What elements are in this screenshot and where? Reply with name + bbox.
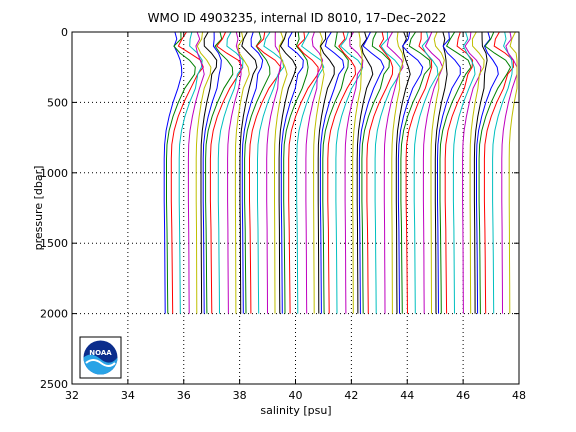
y-tick-label: 1000 xyxy=(40,167,68,180)
profile-line xyxy=(319,31,345,314)
profile-line xyxy=(327,31,357,314)
y-tick-label: 2000 xyxy=(40,308,68,321)
profile-line xyxy=(274,31,288,314)
y-tick-label: 2500 xyxy=(40,378,68,391)
profile-line xyxy=(374,31,401,314)
profile-line xyxy=(205,31,234,314)
profile-line xyxy=(430,31,445,314)
profile-line xyxy=(283,31,309,314)
x-tick-label: 48 xyxy=(512,389,526,402)
profile-lines xyxy=(163,31,518,314)
profile-line xyxy=(356,31,374,314)
profile-line xyxy=(358,31,385,314)
x-tick-label: 34 xyxy=(121,389,135,402)
profile-line xyxy=(335,31,364,314)
plot-frame xyxy=(71,31,520,385)
y-tick-label: 500 xyxy=(47,96,68,109)
profile-line xyxy=(462,31,482,314)
profile-line xyxy=(249,31,282,314)
profile-line xyxy=(434,31,448,314)
profile-line xyxy=(234,31,250,314)
profile-line xyxy=(209,31,244,314)
profile-line xyxy=(296,31,325,314)
profile-line xyxy=(317,31,335,314)
profile-line xyxy=(452,31,476,314)
profile-line xyxy=(476,31,499,314)
profile-line xyxy=(305,31,324,314)
profile-line xyxy=(322,31,349,314)
x-tick-label: 44 xyxy=(400,389,414,402)
x-tick-label: 38 xyxy=(233,389,247,402)
profile-line xyxy=(400,31,431,314)
profile-line xyxy=(508,31,518,314)
profile-line xyxy=(383,31,404,314)
x-tick-label: 32 xyxy=(65,389,79,402)
profile-line xyxy=(439,31,472,314)
profile-line xyxy=(361,31,390,314)
profile-line xyxy=(483,31,514,314)
profile-line xyxy=(352,31,363,314)
profile-line xyxy=(166,31,196,314)
y-axis-label: pressure [dbar] xyxy=(32,166,45,251)
profile-line xyxy=(244,31,271,314)
profile-line xyxy=(469,31,485,314)
profile-line xyxy=(200,31,218,314)
y-tick-label: 1500 xyxy=(40,237,68,250)
x-axis-label: salinity [psu] xyxy=(260,404,331,417)
profile-line xyxy=(413,31,439,314)
profile-line xyxy=(397,31,424,314)
profile-line xyxy=(257,31,285,314)
profile-line xyxy=(366,31,394,314)
profile-line xyxy=(241,31,264,314)
y-tick-label: 0 xyxy=(61,26,68,39)
profile-line xyxy=(501,31,518,314)
noaa-logo-text: NOAA xyxy=(89,349,112,357)
profile-line xyxy=(288,31,319,314)
profile-line xyxy=(178,31,203,314)
profile-line xyxy=(437,31,461,314)
profile-line xyxy=(313,31,325,314)
profile-line xyxy=(478,31,512,314)
x-tick-label: 40 xyxy=(289,389,303,402)
profile-line xyxy=(195,31,212,314)
x-tick-label: 46 xyxy=(456,389,470,402)
profile-line xyxy=(280,31,304,314)
profile-line xyxy=(163,31,183,314)
x-tick-label: 42 xyxy=(344,389,358,402)
x-tick-label: 36 xyxy=(177,389,191,402)
noaa-logo: NOAA xyxy=(79,336,122,379)
profile-line xyxy=(202,31,222,314)
tick-labels: 32 34 36 38 40 42 44 46 48 0 500 1000 1500 2000 2500 xyxy=(40,26,526,402)
profile-line xyxy=(391,31,404,314)
profile-line xyxy=(187,31,205,314)
profile-line xyxy=(422,31,444,314)
profile-line xyxy=(395,31,411,314)
profile-line xyxy=(473,31,488,314)
profile-line xyxy=(170,31,204,314)
profile-line xyxy=(344,31,364,314)
profile-line xyxy=(217,31,244,314)
profile-line xyxy=(278,31,297,314)
profile-line xyxy=(227,31,242,314)
profile-line xyxy=(239,31,258,314)
chart-title: WMO ID 4903235, internal ID 8010, 17–Dec… xyxy=(148,11,447,25)
